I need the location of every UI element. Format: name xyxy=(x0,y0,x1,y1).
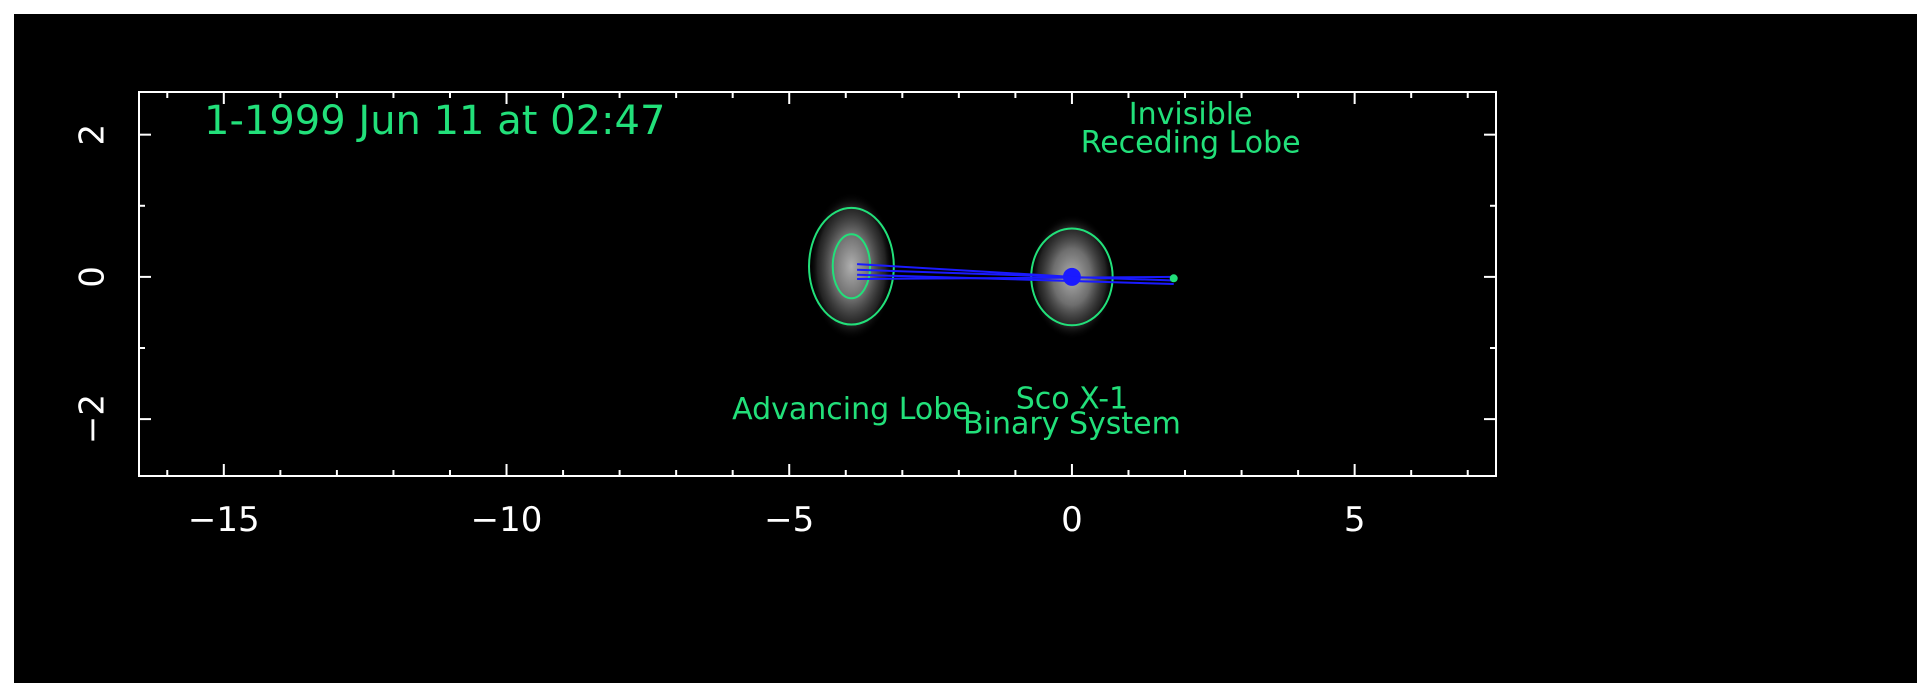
y-tick-label: −2 xyxy=(73,394,113,444)
y-tick-label: 2 xyxy=(73,124,113,146)
x-tick-label: 0 xyxy=(1061,500,1083,540)
annotation-label: Binary System xyxy=(963,406,1181,441)
jet-line-3 xyxy=(857,275,1174,281)
annotation-label: Invisible xyxy=(1129,97,1253,132)
receding-lobe-marker xyxy=(1169,274,1178,283)
axes-box xyxy=(138,91,1497,477)
source-glow-0 xyxy=(809,192,894,341)
radio-map-chart: −15 −10 −5 0 5 −2 0 2 1-1999 Jun 11 at 02:47 In… xyxy=(73,91,1497,540)
annotation-label: Receding Lobe xyxy=(1081,125,1301,160)
x-tick-label: −10 xyxy=(471,500,543,540)
sources-layer xyxy=(808,192,1115,341)
jet-line-1 xyxy=(857,268,1174,282)
x-tick-label: −15 xyxy=(188,500,260,540)
jets-layer xyxy=(857,263,1178,285)
y-tick-label: 0 xyxy=(73,266,113,288)
chart-title: 1-1999 Jun 11 at 02:47 xyxy=(204,98,665,144)
ticks-layer: −15 −10 −5 0 5 −2 0 2 xyxy=(73,92,1496,540)
jet-line-2 xyxy=(857,273,1174,285)
x-tick-label: 5 xyxy=(1344,500,1366,540)
jet-line-0 xyxy=(857,263,1072,278)
annotation-label: Sco X-1 xyxy=(1016,381,1128,416)
source-contour-0-1 xyxy=(831,233,872,300)
x-tick-label: −5 xyxy=(764,500,814,540)
annotation-label: Advancing Lobe xyxy=(732,392,971,427)
plot-frame: −15 −10 −5 0 5 −2 0 2 1-1999 Jun 11 at 02:47 In… xyxy=(14,14,1917,683)
